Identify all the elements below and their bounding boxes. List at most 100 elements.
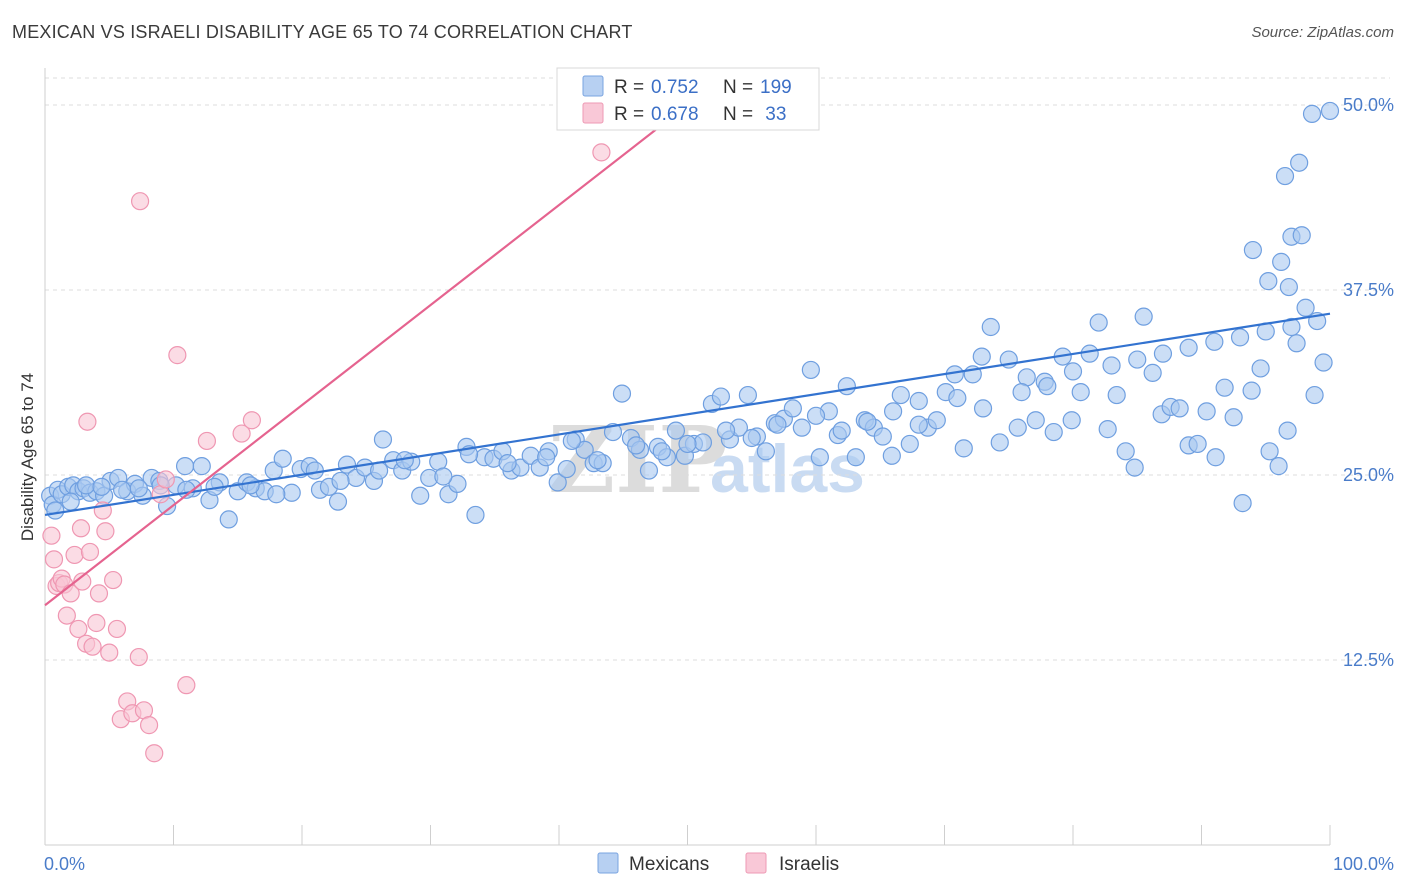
mexicans-point-185 xyxy=(1128,350,1147,369)
mexicans-point-183 xyxy=(1063,362,1083,381)
x-axis-ticks xyxy=(44,825,1331,845)
mexicans-point-180 xyxy=(973,399,993,418)
israelis-point-8 xyxy=(65,545,84,565)
israelis-point-17 xyxy=(96,522,115,541)
bottom-legend-swatch-mexicans xyxy=(597,852,619,874)
mexicans-point-67 xyxy=(603,422,623,442)
israelis-point-36 xyxy=(78,412,97,431)
mexicans-point-74 xyxy=(666,421,686,440)
mexicans-point-157 xyxy=(267,485,286,504)
israelis-point-0 xyxy=(42,526,61,545)
mexicans-point-108 xyxy=(972,347,991,366)
legend-n-value-israelis: 33 xyxy=(760,104,786,125)
mexicans-point-152 xyxy=(129,479,148,498)
mexicans-point-93 xyxy=(837,377,856,396)
mexicans-point-20 xyxy=(175,457,195,476)
mexicans-point-201 xyxy=(1243,240,1263,260)
mexicans-point-176 xyxy=(858,412,877,431)
legend-n-label-israelis: N = xyxy=(723,104,753,125)
stats-legend: R = 0.752 N = 199 R = 0.678 N = 33 xyxy=(556,67,820,131)
mexicans-point-141 xyxy=(1269,457,1288,476)
mexicans-point-169 xyxy=(652,442,671,461)
mexicans-point-42 xyxy=(373,430,393,449)
mexicans-point-122 xyxy=(1098,420,1117,439)
mexicans-point-138 xyxy=(1242,381,1261,400)
mexicans-point-124 xyxy=(1116,442,1135,461)
legend-n-label-mexicans: N = xyxy=(723,77,753,98)
mexicans-point-170 xyxy=(678,434,697,454)
mexicans-point-130 xyxy=(1170,399,1189,418)
legend-swatch-israelis xyxy=(582,102,604,124)
mexicans-point-88 xyxy=(792,418,811,437)
israelis-point-33 xyxy=(232,424,251,443)
mexicans-point-186 xyxy=(1153,344,1173,363)
mexicans-point-52 xyxy=(466,505,485,525)
mexicans-point-50 xyxy=(448,474,467,493)
series-israelis-points xyxy=(42,143,611,763)
mexicans-point-182 xyxy=(1038,377,1057,396)
mexicans-point-100 xyxy=(900,434,919,454)
legend-r-value-mexicans: 0.752 xyxy=(651,77,699,98)
israelis-point-12 xyxy=(80,542,100,562)
israelis-point-34 xyxy=(242,411,261,430)
mexicans-point-159 xyxy=(331,471,350,491)
israelis-point-14 xyxy=(87,613,106,633)
mexicans-point-148 xyxy=(61,492,80,511)
mexicans-point-135 xyxy=(1215,378,1234,397)
mexicans-point-191 xyxy=(1282,317,1301,337)
mexicans-point-145 xyxy=(1305,385,1324,405)
mexicans-point-175 xyxy=(832,421,851,440)
mexicans-point-202 xyxy=(1279,277,1298,297)
mexicans-point-162 xyxy=(434,467,453,486)
mexicans-point-187 xyxy=(1179,338,1198,357)
mexicans-point-199 xyxy=(1259,272,1278,291)
mexicans-point-168 xyxy=(626,436,646,455)
israelis-point-19 xyxy=(104,570,123,590)
israelis-point-31 xyxy=(177,676,196,695)
bottom-legend-swatch-israelis xyxy=(745,852,767,874)
mexicans-point-189 xyxy=(1230,328,1250,347)
mexicans-point-177 xyxy=(883,402,903,421)
y-tick-label-0: 12.5% xyxy=(1343,650,1394,670)
israelis-point-18 xyxy=(100,643,119,662)
gridlines xyxy=(45,77,1390,661)
mexicans-point-103 xyxy=(927,411,946,430)
mexicans-point-179 xyxy=(948,388,967,408)
y-tick-label-1: 25.0% xyxy=(1343,465,1394,485)
israelis-point-35 xyxy=(71,519,91,538)
mexicans-point-82 xyxy=(738,385,757,405)
x-tick-label-max: 100.0% xyxy=(1333,854,1394,874)
mexicans-point-98 xyxy=(882,446,901,465)
mexicans-point-94 xyxy=(846,448,865,467)
mexicans-point-178 xyxy=(909,415,928,434)
mexicans-point-171 xyxy=(716,421,736,440)
mexicans-point-25 xyxy=(219,510,238,529)
israelis-point-6 xyxy=(57,606,76,625)
israelis-point-9 xyxy=(69,619,88,639)
y-tick-label-2: 37.5% xyxy=(1343,280,1394,300)
mexicans-point-165 xyxy=(537,448,556,467)
mexicans-point-62 xyxy=(557,459,576,479)
israelis-point-37 xyxy=(130,192,150,211)
israelis-point-1 xyxy=(44,550,64,569)
mexicans-point-140 xyxy=(1260,442,1279,461)
israelis-point-20 xyxy=(107,619,127,639)
source-label: Source: ZipAtlas.com xyxy=(1251,24,1394,41)
mexicans-point-127 xyxy=(1143,363,1162,382)
series-legend: Mexicans Israelis xyxy=(597,852,839,875)
chart-title: MEXICAN VS ISRAELI DISABILITY AGE 65 TO … xyxy=(12,22,633,42)
x-tick-label-min: 0.0% xyxy=(44,854,85,874)
series-mexicans-points xyxy=(41,101,1340,529)
israelis-point-13 xyxy=(83,637,102,656)
israelis-point-29 xyxy=(156,470,175,489)
legend-n-value-mexicans: 199 xyxy=(760,77,792,98)
mexicans-point-181 xyxy=(1012,383,1031,402)
mexicans-point-147 xyxy=(46,501,65,520)
israelis-point-30 xyxy=(168,346,187,365)
mexicans-point-89 xyxy=(801,360,820,380)
mexicans-point-37 xyxy=(328,492,348,511)
mexicans-point-150 xyxy=(92,477,111,496)
israelis-point-15 xyxy=(89,584,109,603)
mexicans-point-144 xyxy=(1296,298,1315,317)
